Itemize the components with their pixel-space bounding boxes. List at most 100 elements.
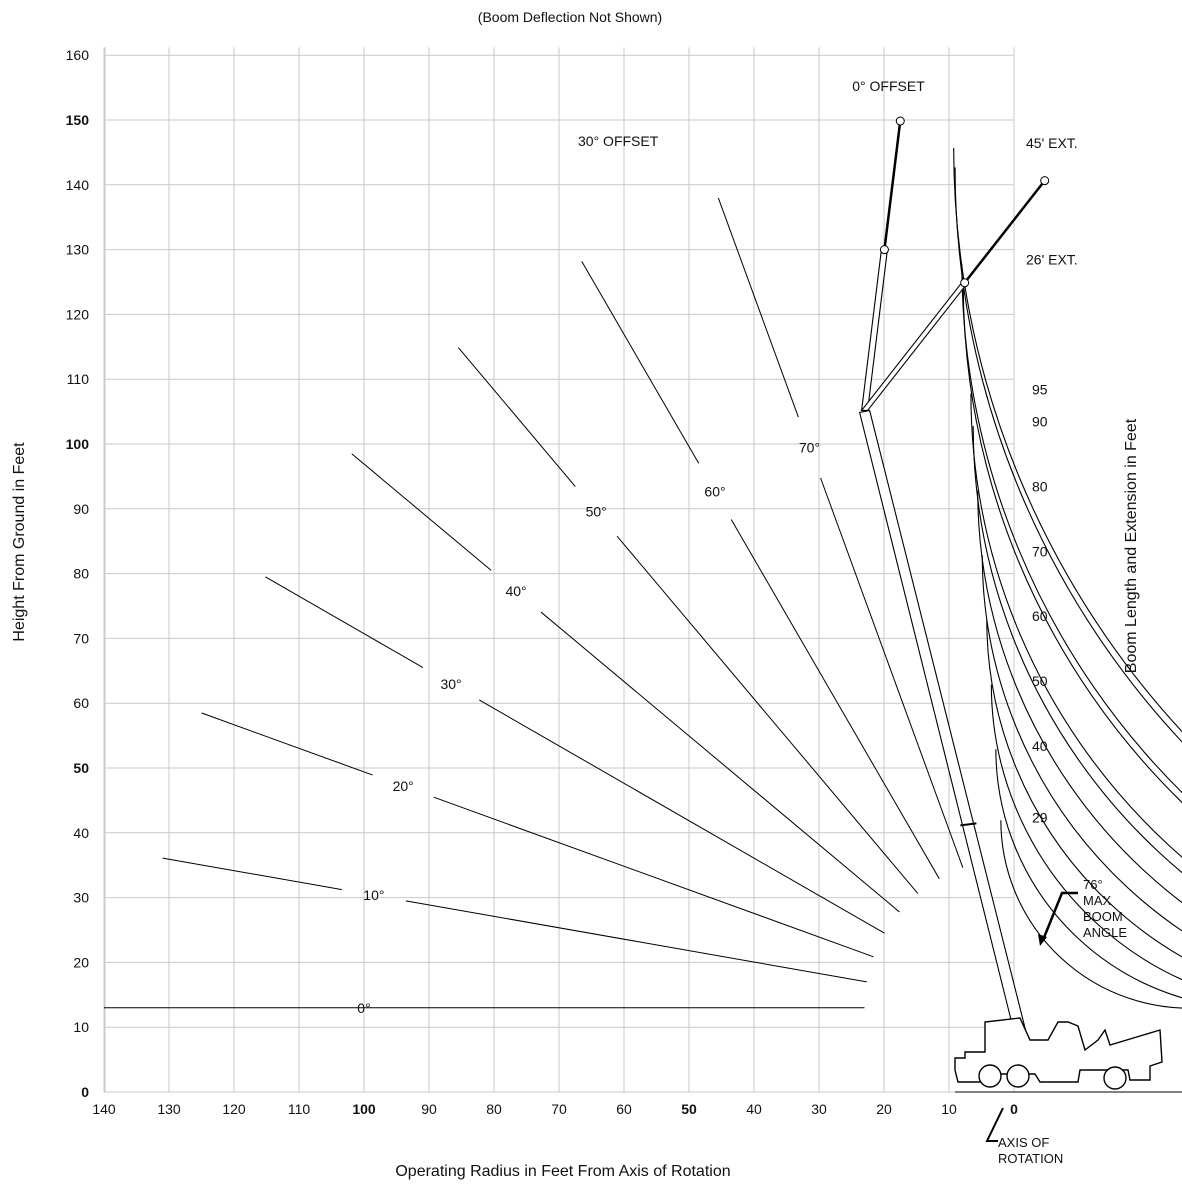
y-tick-label: 90 (73, 501, 89, 517)
extension-arc (961, 264, 1182, 794)
zero-offset-jib-extension (883, 120, 902, 250)
y-tick-label: 40 (73, 825, 89, 841)
x-tick-label: 60 (616, 1101, 632, 1117)
axis-arrow (985, 1107, 1004, 1142)
x-tick-label: 140 (92, 1101, 116, 1117)
angle-label: 70° (799, 440, 820, 456)
max-boom-angle-label: BOOM (1083, 909, 1123, 924)
boom-length-arc (990, 684, 1182, 981)
x-tick-label: 80 (486, 1101, 502, 1117)
zero-offset-jib-node (895, 116, 905, 126)
carrier-wheel (978, 1064, 1002, 1088)
angle-label: 60° (704, 483, 725, 499)
extension-label: 45' EXT. (1026, 135, 1078, 151)
x-tick-label: 110 (288, 1101, 311, 1117)
x-tick-label: 50 (681, 1101, 697, 1117)
angle-ray (478, 699, 885, 934)
zero-offset-jib-node (879, 245, 889, 255)
y-tick-label: 30 (73, 890, 89, 906)
angle-label: 10° (363, 887, 384, 903)
x-tick-label: 70 (551, 1101, 567, 1117)
x-tick-label: 100 (352, 1101, 376, 1117)
y-tick-label: 150 (66, 112, 90, 128)
boom-length-arc (1000, 820, 1182, 1009)
max-boom-angle-label: MAX (1083, 893, 1112, 908)
thirty-offset-label: 30° OFFSET (578, 133, 659, 149)
boom-section-mark (960, 822, 977, 827)
y-tick-label: 70 (73, 630, 89, 646)
angle-ray (405, 900, 867, 983)
y-tick-label: 60 (73, 695, 89, 711)
y-tick-label: 20 (73, 954, 89, 970)
max-boom-angle-label: 76° (1083, 877, 1103, 892)
angle-ray (717, 197, 799, 418)
angle-ray (162, 857, 342, 891)
x-tick-label: 130 (157, 1101, 181, 1117)
angle-ray (201, 712, 373, 776)
x-tick-label: 90 (421, 1101, 437, 1117)
x-tick-label: 120 (222, 1101, 246, 1117)
thirty-offset-jib-extension (963, 179, 1046, 284)
right-axis-title: Boom Length and Extension in Feet (1123, 418, 1140, 673)
y-tick-label: 110 (67, 371, 90, 387)
extension-label: 26' EXT. (1026, 252, 1078, 268)
angle-ray (433, 796, 874, 958)
x-tick-label: 40 (746, 1101, 762, 1117)
angle-ray (820, 477, 964, 868)
axis-of-rotation-label: ROTATION (998, 1151, 1063, 1166)
boom-body (858, 409, 1031, 1047)
boom-length-label: 80 (1032, 479, 1048, 495)
boom-length-arc (970, 393, 1182, 858)
y-tick-label: 130 (66, 242, 90, 258)
angle-ray (616, 535, 919, 894)
angle-ray (730, 519, 940, 879)
boom-length-arc (977, 490, 1182, 904)
boom-length-label: 95 (1032, 381, 1048, 397)
angle-label: 30° (440, 676, 461, 692)
y-tick-label: 140 (66, 177, 90, 193)
boom-length-arc (981, 555, 1182, 932)
boom-angle-rays (104, 197, 964, 1009)
boom-length-label: 90 (1032, 414, 1048, 430)
extension-arc (954, 167, 1182, 743)
y-axis-title: Height From Ground in Feet (11, 442, 28, 642)
y-tick-label: 160 (66, 47, 90, 63)
boom-length-label: 70 (1032, 543, 1048, 559)
x-tick-label: 30 (811, 1101, 827, 1117)
angle-ray (265, 576, 424, 668)
y-tick-label: 50 (73, 760, 89, 776)
x-tick-label: 20 (876, 1101, 892, 1117)
boom-length-arcs (953, 148, 1182, 1009)
max-angle-arrow (1041, 891, 1078, 941)
labels: 140 130 120 110 100 90 80 70 60 50 40 30 20 10 0010203… (66, 47, 1128, 1166)
boom-length-arc (986, 619, 1182, 958)
y-tick-label: 100 (66, 436, 90, 452)
carrier-wheel (1006, 1064, 1030, 1088)
angle-ray (540, 611, 900, 913)
crane-carrier-outline (954, 1017, 1182, 1093)
carrier-wheel (1103, 1066, 1127, 1090)
max-boom-angle-label: ANGLE (1083, 925, 1127, 940)
angle-label: 0° (357, 1000, 370, 1016)
grid (103, 47, 1015, 1093)
boom-length-label: 60 (1032, 608, 1048, 624)
thirty-offset-jib-node (960, 278, 970, 288)
boom-length-label: 29 (1032, 809, 1048, 825)
y-tick-label: 10 (73, 1019, 89, 1035)
axis-of-rotation-label: AXIS OF (998, 1135, 1049, 1150)
y-tick-label: 120 (66, 306, 90, 322)
x-tick-label: 10 (941, 1101, 957, 1117)
angle-ray (457, 347, 576, 487)
boom-length-label: 50 (1032, 673, 1048, 689)
extension-arc (953, 148, 1182, 733)
boom-length-label: 40 (1032, 738, 1048, 754)
y-tick-label: 80 (73, 566, 89, 582)
angle-label: 20° (393, 778, 414, 794)
boom-length-arc (995, 749, 1182, 999)
extension-arc (962, 283, 1182, 804)
zero-offset-label: 0° OFFSET (852, 78, 925, 94)
y-tick-label: 0 (81, 1084, 89, 1100)
x-tick-label: 0 (1010, 1101, 1018, 1117)
thirty-offset-jib-node (1040, 176, 1050, 186)
